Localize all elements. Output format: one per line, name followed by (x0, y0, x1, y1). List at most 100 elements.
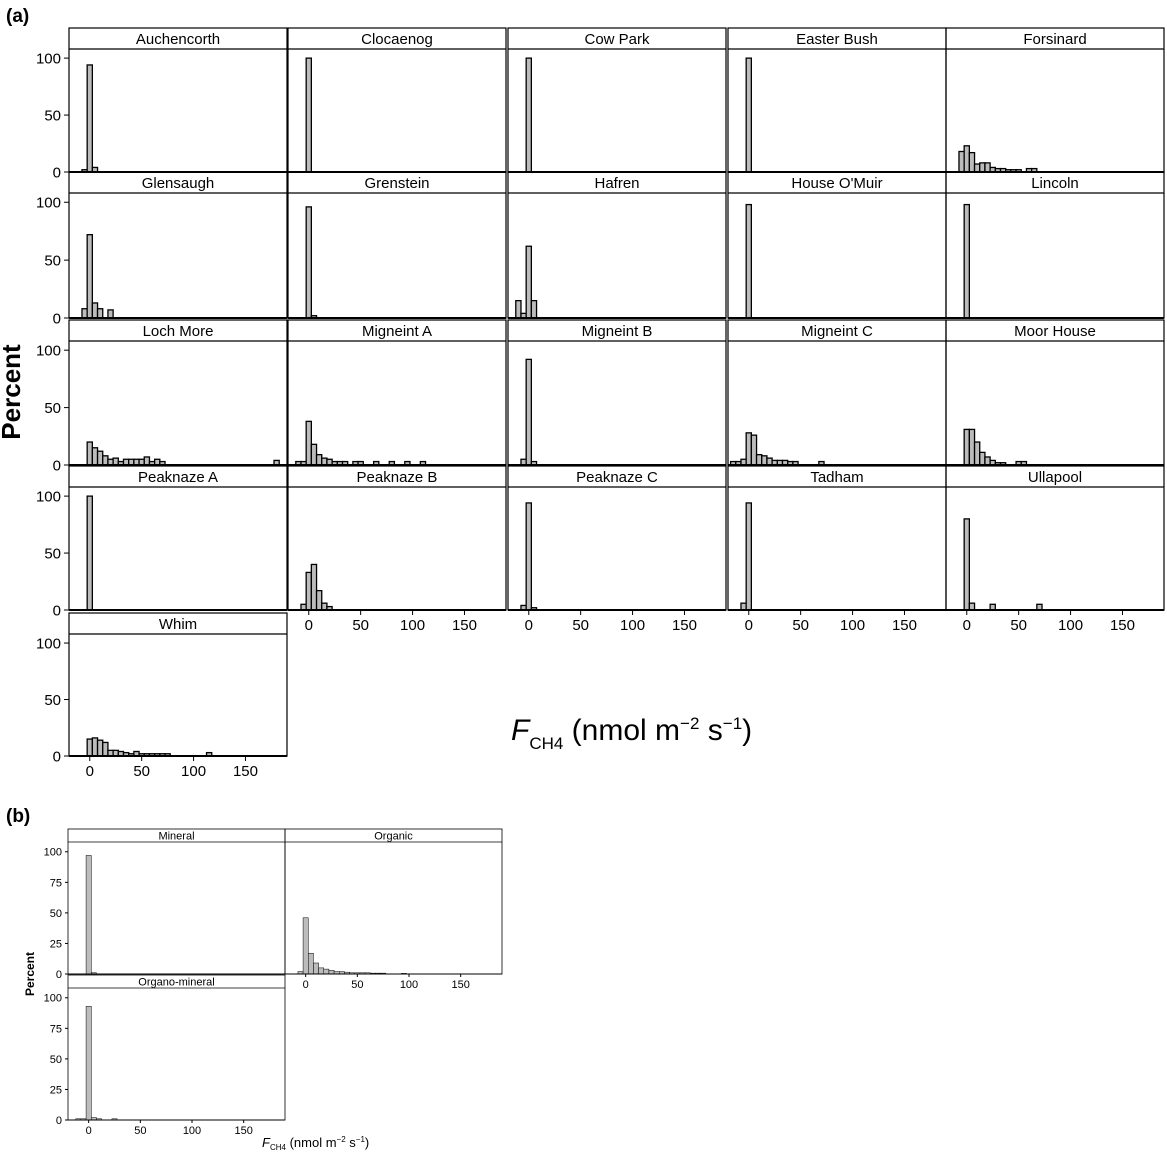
histogram-bar (958, 150, 965, 173)
y-tick-label: 50 (50, 1054, 62, 1066)
facet-glensaugh: Glensaugh (68, 171, 288, 319)
x-tick-label: 100 (183, 1125, 201, 1137)
x-tick-label: 150 (452, 617, 477, 634)
x-tick-label: 150 (1110, 617, 1135, 634)
x-label-b-subscript: CH4 (270, 1143, 287, 1152)
x-tick-label: 50 (134, 1125, 146, 1137)
y-axis-b-row-2: 0 25 50 75 100 (44, 993, 68, 1127)
facet-migneint-b: Migneint B (507, 319, 727, 466)
histogram-bar (530, 299, 538, 319)
histogram-bar (963, 428, 971, 466)
histogram-bar (86, 441, 94, 466)
panel-b-y-axis-label: Percent (23, 952, 37, 996)
facet-ullapool: Ullapool (945, 465, 1165, 611)
x-label-close: ) (742, 714, 752, 747)
y-tick-label: 100 (36, 489, 61, 506)
x-axis-peaknaze-c: 0 50 100 150 (525, 610, 697, 634)
x-tick-label: 100 (181, 763, 206, 780)
y-tick-label: 50 (44, 545, 61, 562)
x-axis-organo-mineral: 0 50 100 150 (86, 1120, 253, 1137)
facet-title: Forsinard (1023, 31, 1086, 48)
facet-title: Mineral (158, 830, 194, 842)
facet-title: House O'Muir (791, 175, 882, 192)
histogram-bar (740, 602, 747, 611)
x-label-unit-2: s (699, 714, 722, 747)
facet-frame (284, 828, 503, 975)
x-tick-label: 150 (451, 979, 469, 991)
histogram-bar (745, 432, 753, 466)
facet-frame (67, 828, 286, 975)
y-tick-label: 100 (44, 993, 62, 1005)
x-tick-label: 100 (400, 979, 418, 991)
x-tick-label: 150 (892, 617, 917, 634)
x-axis-ullapool: 0 50 100 150 (963, 610, 1135, 634)
facet-title: Clocaenog (361, 31, 433, 48)
x-tick-label: 50 (351, 979, 363, 991)
histogram-bar (86, 495, 94, 611)
histogram-bar (979, 451, 986, 466)
facet-frame (68, 319, 288, 466)
y-tick-label: 0 (53, 164, 61, 181)
x-axis-peaknaze-b: 0 50 100 150 (305, 610, 477, 634)
facet-peaknaze-b: Peaknaze B (287, 465, 507, 611)
facet-peaknaze-a: Peaknaze A (68, 465, 288, 611)
histogram-bar (302, 917, 309, 975)
facet-organo-mineral: Organo-mineral (67, 974, 286, 1121)
histogram-bar (525, 57, 533, 173)
facet-title: Tadham (810, 469, 863, 486)
histogram-bar (315, 589, 323, 611)
x-tick-label: 0 (525, 617, 533, 634)
y-axis-row-2: 0 50 100 (36, 195, 69, 327)
histogram-bar (525, 358, 533, 466)
histogram-bar (86, 64, 94, 173)
x-label-subscript: CH4 (529, 734, 563, 753)
facet-whim: Whim (68, 612, 288, 757)
facet-lincoln: Lincoln (945, 171, 1165, 319)
histogram-bar (107, 309, 114, 319)
facet-title: Peaknaze A (138, 469, 218, 486)
histogram-bar (96, 308, 104, 319)
histogram-bar (984, 162, 991, 173)
facet-title: Glensaugh (142, 175, 215, 192)
x-tick-label: 50 (352, 617, 369, 634)
histogram-bar (979, 162, 986, 173)
histogram-bar (308, 952, 314, 975)
facet-title: Peaknaze B (357, 469, 438, 486)
y-tick-label: 0 (53, 310, 61, 327)
histogram-bar (96, 739, 104, 757)
x-label-b-unit-1: (nmol m (286, 1135, 337, 1150)
x-axis-whim: 0 50 100 150 (86, 756, 258, 780)
histogram-bar (315, 454, 323, 466)
x-tick-label: 0 (305, 617, 313, 634)
histogram-bar (102, 741, 109, 757)
x-tick-label: 150 (234, 1125, 252, 1137)
facet-moor-house: Moor House (945, 319, 1165, 466)
x-label-unit-1: (nmol m (563, 714, 680, 747)
y-tick-label: 75 (50, 877, 62, 889)
x-label-exponent-1: −2 (680, 714, 699, 733)
histogram-bar (310, 563, 318, 611)
facet-hafren: Hafren (507, 171, 727, 319)
x-tick-label: 0 (963, 617, 971, 634)
facet-title: Peaknaze C (576, 469, 658, 486)
y-tick-label: 50 (44, 253, 61, 270)
panel-a-y-axis-label: Percent (0, 344, 26, 440)
y-tick-label: 0 (53, 602, 61, 619)
facet-frame (727, 171, 947, 319)
histogram-bar (143, 456, 151, 466)
x-label-b-symbol: F (262, 1135, 271, 1150)
facet-migneint-c: Migneint C (727, 319, 947, 466)
facet-title: Grenstein (364, 175, 429, 192)
facet-title: Loch More (143, 323, 214, 340)
y-tick-label: 100 (36, 343, 61, 360)
facet-frame (287, 171, 507, 319)
x-tick-label: 100 (400, 617, 425, 634)
x-label-b-unit-2: s (346, 1135, 357, 1150)
histogram-bar (305, 57, 313, 173)
histogram-bar (102, 455, 109, 466)
facet-frame (945, 171, 1165, 319)
histogram-bar (318, 967, 325, 975)
x-tick-label: 50 (133, 763, 150, 780)
facet-title: Migneint A (362, 323, 432, 340)
facet-forsinard: Forsinard (945, 27, 1165, 173)
